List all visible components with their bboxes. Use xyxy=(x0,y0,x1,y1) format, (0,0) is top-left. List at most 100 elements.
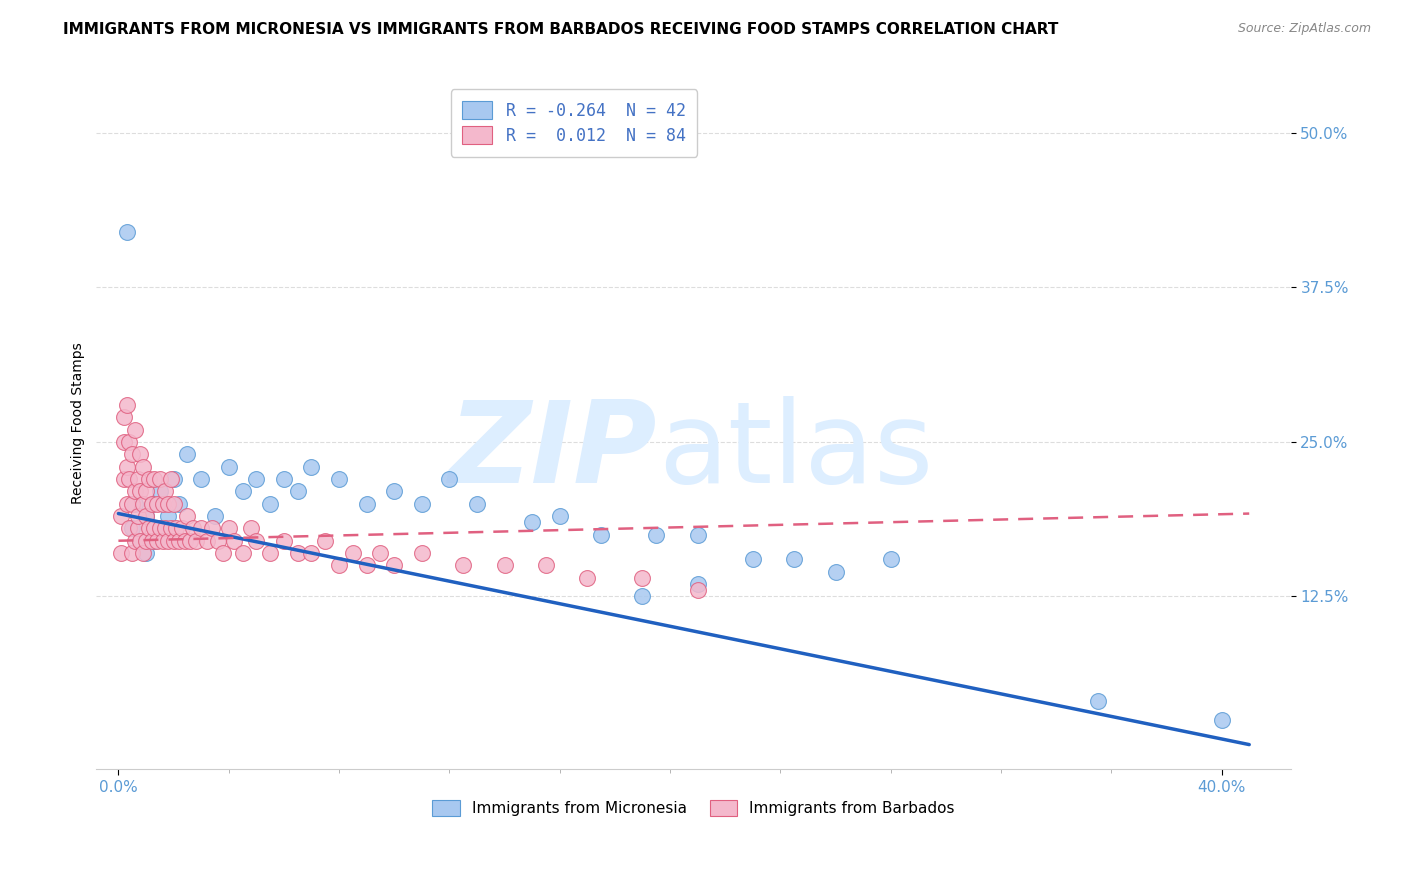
Point xyxy=(162,533,184,548)
Point xyxy=(152,533,174,548)
Point xyxy=(124,497,146,511)
Legend: Immigrants from Micronesia, Immigrants from Barbados: Immigrants from Micronesia, Immigrants f… xyxy=(425,793,963,824)
Point xyxy=(465,497,488,511)
Point xyxy=(301,546,323,560)
Point xyxy=(686,577,709,591)
Point xyxy=(132,497,155,511)
Point xyxy=(218,521,240,535)
Point xyxy=(110,509,132,524)
Point xyxy=(686,527,709,541)
Point xyxy=(138,521,160,535)
Point xyxy=(157,497,180,511)
Point xyxy=(231,546,253,560)
Point xyxy=(287,484,309,499)
Point xyxy=(686,583,709,598)
Point xyxy=(152,497,174,511)
Point xyxy=(245,533,267,548)
Point xyxy=(176,509,198,524)
Point xyxy=(176,447,198,461)
Point xyxy=(195,533,218,548)
Point xyxy=(143,533,166,548)
Point xyxy=(141,533,163,548)
Text: IMMIGRANTS FROM MICRONESIA VS IMMIGRANTS FROM BARBADOS RECEIVING FOOD STAMPS COR: IMMIGRANTS FROM MICRONESIA VS IMMIGRANTS… xyxy=(63,22,1059,37)
Point xyxy=(127,521,149,535)
Point xyxy=(520,515,543,529)
Point xyxy=(143,521,166,535)
Point xyxy=(121,447,143,461)
Point xyxy=(631,571,654,585)
Point xyxy=(129,533,152,548)
Point xyxy=(115,497,138,511)
Point xyxy=(149,472,172,486)
Point xyxy=(135,484,157,499)
Point xyxy=(576,571,599,585)
Point xyxy=(231,484,253,499)
Point xyxy=(1087,694,1109,708)
Point xyxy=(162,497,184,511)
Point xyxy=(124,484,146,499)
Point xyxy=(239,521,262,535)
Point xyxy=(190,472,212,486)
Point xyxy=(162,472,184,486)
Point xyxy=(138,472,160,486)
Point xyxy=(824,565,846,579)
Point xyxy=(328,472,350,486)
Point xyxy=(259,546,281,560)
Point xyxy=(118,521,141,535)
Point xyxy=(149,521,172,535)
Point xyxy=(146,533,169,548)
Point xyxy=(314,533,336,548)
Point xyxy=(342,546,364,560)
Point xyxy=(143,472,166,486)
Point xyxy=(218,459,240,474)
Point xyxy=(115,459,138,474)
Point xyxy=(645,527,668,541)
Point xyxy=(167,533,190,548)
Point xyxy=(548,509,571,524)
Point xyxy=(181,521,204,535)
Point xyxy=(149,521,172,535)
Point xyxy=(129,447,152,461)
Point xyxy=(382,558,405,573)
Point xyxy=(184,533,207,548)
Point xyxy=(115,398,138,412)
Point xyxy=(112,434,135,449)
Point xyxy=(110,546,132,560)
Point xyxy=(155,521,177,535)
Point xyxy=(439,472,461,486)
Point xyxy=(141,497,163,511)
Point xyxy=(224,533,246,548)
Text: ZIP: ZIP xyxy=(449,395,658,507)
Point xyxy=(259,497,281,511)
Text: atlas: atlas xyxy=(658,395,934,507)
Point xyxy=(165,521,187,535)
Point xyxy=(159,472,181,486)
Point xyxy=(112,472,135,486)
Point xyxy=(124,533,146,548)
Point xyxy=(451,558,474,573)
Point xyxy=(301,459,323,474)
Point xyxy=(129,533,152,548)
Point xyxy=(356,497,378,511)
Text: Source: ZipAtlas.com: Source: ZipAtlas.com xyxy=(1237,22,1371,36)
Point xyxy=(204,509,226,524)
Point xyxy=(170,521,193,535)
Point xyxy=(382,484,405,499)
Point xyxy=(157,509,180,524)
Point xyxy=(273,533,295,548)
Point xyxy=(121,521,143,535)
Point xyxy=(124,423,146,437)
Point xyxy=(121,546,143,560)
Point xyxy=(127,509,149,524)
Point xyxy=(287,546,309,560)
Point xyxy=(135,546,157,560)
Point xyxy=(127,472,149,486)
Point xyxy=(201,521,224,535)
Point xyxy=(1211,713,1233,727)
Point xyxy=(212,546,235,560)
Point xyxy=(591,527,613,541)
Point xyxy=(167,497,190,511)
Point xyxy=(273,472,295,486)
Point xyxy=(118,434,141,449)
Point xyxy=(121,497,143,511)
